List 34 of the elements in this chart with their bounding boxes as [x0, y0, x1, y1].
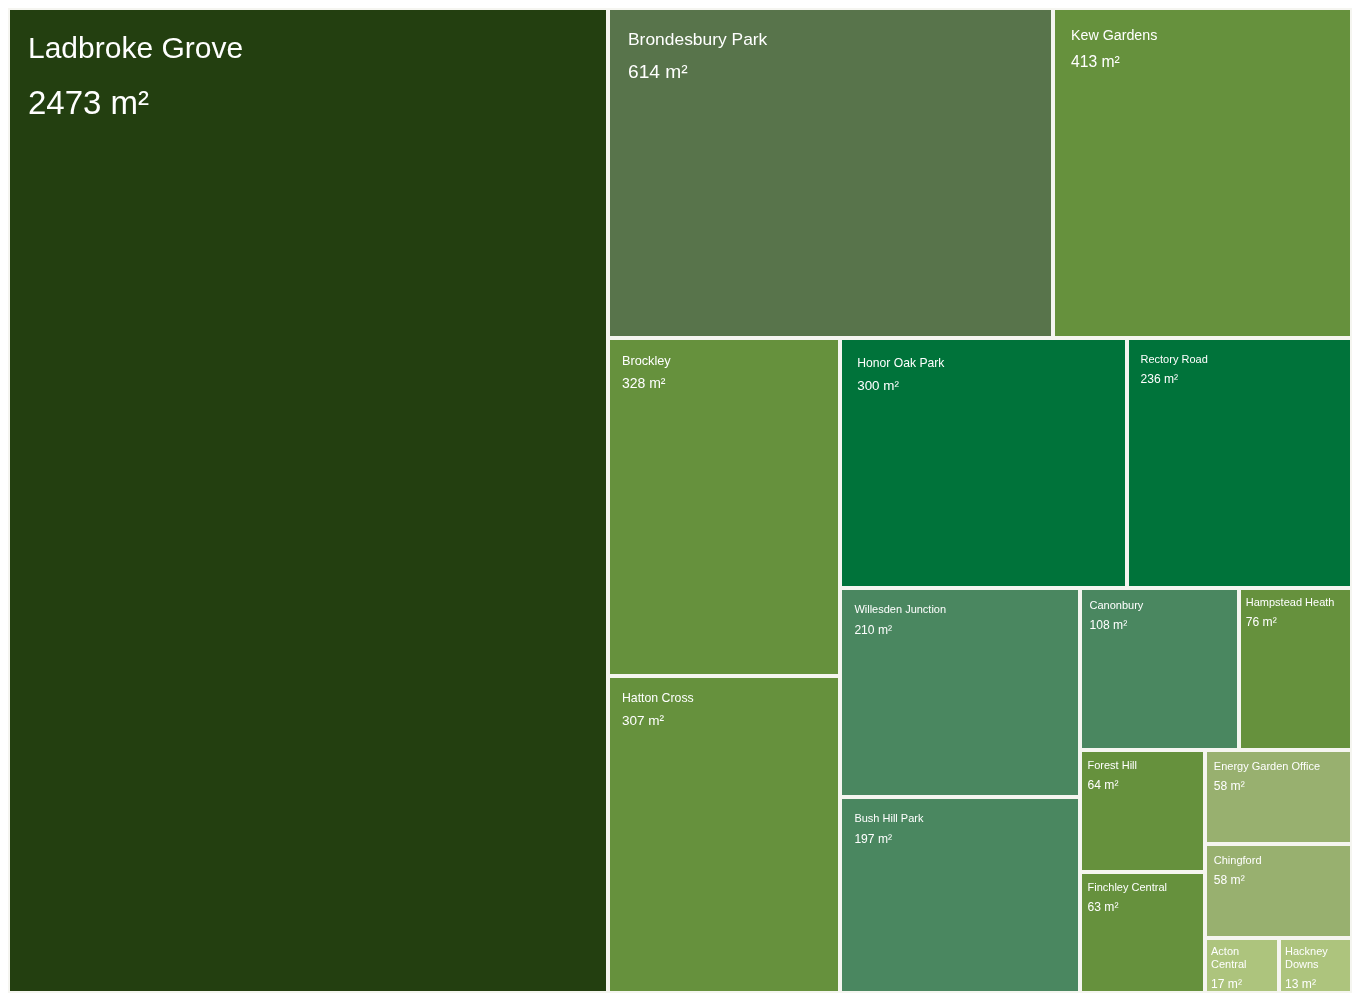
category-label: Forest Hill: [1087, 758, 1138, 771]
category-label: Canonbury: [1089, 598, 1144, 611]
category-label: Energy Garden Office: [1213, 759, 1321, 772]
data-label: 614 m²: [628, 60, 689, 82]
category-label: Honor Oak Park: [857, 356, 946, 371]
data-label: 17 m²: [1211, 977, 1242, 992]
data-label: 197 m²: [854, 831, 893, 846]
data-label: 63 m²: [1087, 900, 1119, 915]
data-label: 307 m²: [621, 713, 665, 729]
data-label: 64 m²: [1087, 778, 1119, 793]
data-label: 76 m²: [1245, 615, 1277, 630]
category-label: Hatton Cross: [621, 691, 694, 706]
category-label: Bush Hill Park: [854, 812, 924, 825]
category-label: Chingford: [1213, 853, 1262, 866]
category-label: Brondesbury Park: [628, 29, 768, 50]
category-label: Hackney Downs: [1285, 945, 1329, 970]
data-label: 328 m²: [621, 375, 666, 392]
data-label: 236 m²: [1140, 372, 1179, 387]
category-label: Finchley Central: [1087, 880, 1167, 893]
category-label: Willesden Junction: [854, 603, 947, 616]
data-label: 2473 m²: [28, 84, 150, 122]
data-label: 210 m²: [854, 622, 893, 637]
data-label: 300 m²: [857, 378, 900, 394]
category-label: Ladbroke Grove: [28, 31, 244, 64]
data-label: 108 m²: [1089, 618, 1128, 633]
category-label: Hampstead Heath: [1245, 595, 1335, 608]
category-label: Kew Gardens: [1070, 27, 1158, 44]
data-label: 58 m²: [1213, 873, 1245, 888]
data-label: 413 m²: [1070, 52, 1120, 70]
data-label: 58 m²: [1213, 779, 1245, 794]
category-label: Rectory Road: [1140, 352, 1208, 365]
category-label: Acton Central: [1211, 945, 1247, 970]
category-label: Brockley: [621, 352, 672, 368]
data-label: 13 m²: [1285, 977, 1316, 992]
